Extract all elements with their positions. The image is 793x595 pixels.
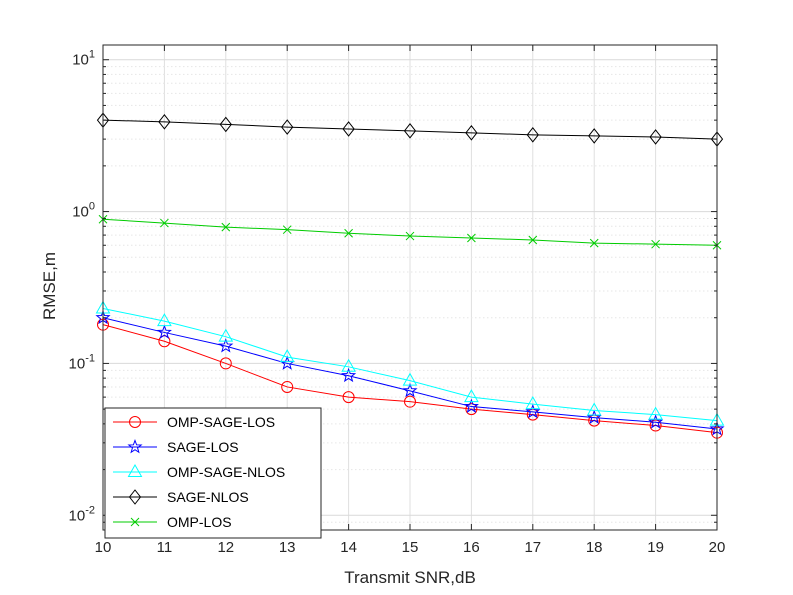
x-tick-label: 19 — [647, 539, 664, 556]
data-point — [158, 114, 171, 130]
series-line — [102, 324, 718, 434]
data-point — [344, 228, 353, 238]
data-point — [648, 406, 663, 420]
x-tick-label: 15 — [402, 539, 419, 556]
data-point — [586, 402, 602, 416]
legend-entry: OMP-SAGE-NLOS — [113, 463, 285, 480]
x-tick-label: 18 — [586, 539, 603, 556]
data-point — [651, 239, 660, 249]
legend-marker — [127, 439, 143, 454]
data-point — [465, 125, 478, 141]
series-line — [102, 317, 718, 430]
y-tick-label: 101 — [72, 49, 95, 69]
data-point — [279, 349, 295, 363]
data-point — [465, 403, 478, 416]
data-point — [341, 367, 357, 383]
legend-label: SAGE-LOS — [167, 439, 239, 455]
x-axis-label: Transmit SNR,dB — [344, 568, 476, 587]
data-point — [219, 116, 232, 133]
legend-label: OMP-LOS — [167, 514, 232, 530]
data-point — [525, 396, 541, 410]
series-line — [102, 119, 718, 140]
series-line — [102, 308, 718, 422]
legend-entry: OMP-SAGE-LOS — [113, 414, 275, 430]
data-point — [158, 335, 171, 348]
legend-marker — [127, 463, 143, 477]
x-tick-label: 20 — [709, 539, 726, 556]
data-point — [525, 403, 541, 419]
data-point — [281, 380, 294, 393]
data-point — [403, 123, 417, 139]
x-tick-label: 10 — [95, 539, 112, 556]
data-point — [526, 408, 539, 421]
data-point — [221, 222, 231, 232]
data-point — [157, 313, 172, 327]
data-point — [528, 235, 538, 245]
data-point — [467, 233, 476, 243]
legend-marker — [129, 416, 141, 428]
legend-entry: OMP-LOS — [113, 514, 232, 530]
data-point — [588, 128, 601, 144]
data-point — [586, 409, 602, 425]
data-point — [218, 338, 234, 353]
legend-label: OMP-SAGE-LOS — [167, 414, 275, 430]
data-point — [404, 395, 416, 408]
legend-label: OMP-SAGE-NLOS — [167, 464, 285, 480]
legend-label: SAGE-NLOS — [167, 489, 249, 505]
legend-box — [104, 407, 322, 539]
data-point — [342, 121, 355, 137]
series-sage-nlos — [96, 112, 724, 147]
data-point — [342, 391, 355, 404]
data-point — [160, 218, 169, 228]
data-point — [649, 419, 662, 432]
data-point — [402, 382, 418, 398]
legend-entry: SAGE-LOS — [113, 439, 239, 455]
data-point — [464, 389, 479, 403]
y-axis-label: RMSE,m — [40, 252, 59, 320]
data-point — [219, 357, 232, 370]
legend-entry: SAGE-NLOS — [113, 489, 249, 505]
legend-marker — [130, 517, 140, 527]
data-point — [589, 238, 599, 248]
x-tick-label: 13 — [279, 539, 296, 556]
legend: OMP-SAGE-LOS SAGE-LOS OMP-SAGE-NLOS SAGE-NL… — [104, 407, 322, 539]
y-tick-label: 100 — [72, 201, 95, 221]
data-point — [218, 328, 234, 342]
x-tick-label: 11 — [157, 539, 173, 556]
data-point — [649, 129, 662, 145]
legend-marker — [128, 489, 142, 505]
x-tick-label: 12 — [217, 539, 234, 556]
data-point — [282, 225, 292, 235]
y-tick-label: 10-2 — [69, 504, 95, 524]
x-tick-label: 14 — [340, 539, 357, 556]
data-point — [526, 127, 539, 143]
data-point — [156, 324, 172, 339]
data-point — [648, 414, 664, 429]
data-point — [463, 398, 479, 413]
x-tick-label: 16 — [463, 539, 480, 556]
data-point — [402, 372, 418, 386]
series-omp-los — [98, 214, 722, 250]
data-point — [341, 358, 356, 372]
data-point — [405, 231, 415, 241]
x-tick-label: 17 — [524, 539, 541, 556]
y-tick-label: 10-1 — [69, 352, 95, 372]
data-point — [281, 119, 294, 135]
